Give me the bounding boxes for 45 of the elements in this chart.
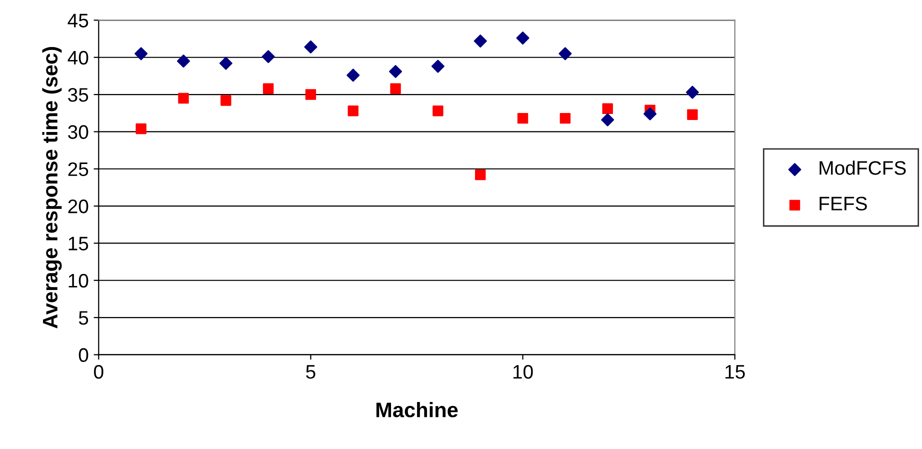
y-tick-label: 20 — [68, 200, 88, 214]
y-tick-label: 45 — [68, 14, 88, 28]
point — [687, 109, 698, 120]
y-tick-label: 15 — [68, 236, 88, 250]
point — [389, 64, 402, 78]
x-axis-title: Machine — [376, 402, 458, 418]
point — [602, 103, 613, 114]
x-tick-label: 0 — [94, 364, 104, 379]
point — [262, 50, 275, 64]
point — [346, 68, 360, 82]
y-tick-label: 5 — [78, 311, 88, 325]
legend-label: ModFCFS — [820, 160, 906, 175]
point — [220, 95, 232, 106]
point — [176, 54, 190, 68]
point — [475, 169, 486, 180]
point — [517, 112, 528, 124]
y-tick-label: 25 — [68, 162, 88, 176]
point — [136, 123, 146, 134]
point — [262, 83, 274, 94]
x-tick-label: 15 — [726, 365, 745, 379]
y-tick-label: 10 — [68, 274, 88, 288]
point — [601, 113, 614, 126]
y-tick-label: 35 — [68, 88, 88, 102]
point — [432, 106, 444, 116]
point — [305, 89, 316, 100]
x-tick-label: 5 — [306, 365, 316, 379]
point — [644, 107, 657, 120]
point — [560, 112, 571, 124]
point — [516, 32, 530, 45]
legend-label: FEFS — [820, 196, 867, 210]
point — [219, 56, 232, 70]
point — [134, 47, 148, 60]
y-axis-title: Average response time (sec) — [42, 47, 62, 328]
point — [178, 92, 189, 104]
point — [474, 34, 487, 48]
x-tick-label: 10 — [513, 364, 533, 379]
point — [348, 106, 358, 116]
y-tick-label: 40 — [68, 50, 88, 65]
point — [431, 60, 444, 73]
point — [390, 83, 401, 94]
point — [304, 40, 318, 54]
y-tick-label: 30 — [68, 125, 88, 139]
y-tick-label: 0 — [78, 348, 88, 362]
point — [686, 86, 699, 99]
point — [558, 47, 572, 60]
